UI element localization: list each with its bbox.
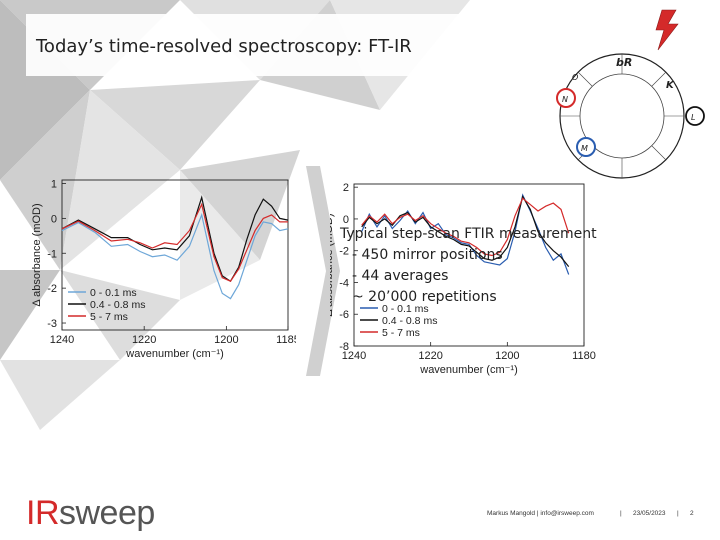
x-tick-label: 1240: [50, 334, 74, 346]
legend-entry: 0 - 0.1 ms: [382, 303, 429, 315]
x-tick-label: 1185: [276, 334, 296, 346]
y-tick-label: 0: [51, 213, 57, 225]
y-tick-label: -8: [339, 341, 349, 353]
bullet-heading: Typical step-scan FTIR measurement: [340, 226, 597, 242]
series-line: [61, 212, 289, 300]
legend-entry: 0 - 0.1 ms: [90, 287, 137, 299]
spectrum-chart-left: 1240 1220 1200 1185 1 0 -1 -2 -3 wavenumber (cm⁻¹…: [31, 178, 296, 360]
slide-title: Today’s time-resolved spectroscopy: FT-I…: [36, 36, 412, 57]
footer-author: Markus Mangold | info@irsweep.com: [487, 510, 594, 517]
series-line: [61, 195, 289, 283]
bullet-item: - 450 mirror positions: [352, 247, 503, 263]
y-tick-label: -2: [47, 283, 57, 295]
x-tick-label: 1220: [418, 350, 442, 362]
wheel-label-br: bR: [616, 56, 632, 69]
x-tick-label: 1200: [495, 350, 519, 362]
y-tick-label: 0: [343, 214, 349, 226]
spectrum-chart-right: 1240 1220 1200 1180 2 0 -2 -4 -6 -8 wavenumber (cm…: [330, 182, 596, 376]
legend-entry: 0.4 - 0.8 ms: [382, 315, 437, 327]
y-tick-label: -4: [339, 277, 349, 289]
y-axis-label: Δ absorbance (mOD): [31, 203, 43, 306]
x-tick-label: 1180: [572, 350, 596, 362]
bullet-item: ~ 20’000 repetitions: [352, 289, 497, 305]
x-tick-label: 1220: [132, 334, 156, 346]
y-tick-label: 1: [51, 178, 57, 190]
lightning-icon: [655, 9, 679, 51]
photocycle-wheel: bR K L M N O: [556, 9, 705, 179]
y-tick-label: 2: [343, 182, 349, 194]
legend-entry: 5 - 7 ms: [382, 327, 420, 339]
bullet-item: - 44 averages: [352, 268, 449, 284]
y-tick-label: -6: [339, 309, 349, 321]
y-tick-label: -2: [339, 246, 349, 258]
n-state-marker: [556, 88, 576, 108]
x-tick-label: 1200: [214, 334, 238, 346]
title-backdrop: [26, 14, 466, 76]
wheel-label-m: M: [581, 144, 588, 153]
series-line: [361, 197, 570, 257]
legend-entry: 0.4 - 0.8 ms: [90, 299, 145, 311]
legend-entry: 5 - 7 ms: [90, 311, 128, 323]
measurement-bullets: Typical step-scan FTIR measurement - 450…: [340, 224, 597, 308]
m-state-marker: [576, 137, 596, 157]
wheel-label-o: O: [572, 73, 578, 82]
footer-separator: |: [620, 510, 622, 517]
footer-date: 23/05/2023: [633, 510, 666, 517]
l-state-marker: [685, 106, 705, 126]
y-axis-label: Δ absorbance (mOD): [330, 213, 335, 316]
y-tick-label: -1: [47, 248, 57, 260]
plot-frame: [61, 179, 289, 331]
series-line: [61, 202, 288, 282]
wheel-label-l: L: [691, 113, 695, 122]
irsweep-logo: IRsweep: [26, 494, 155, 532]
wheel-label-k: K: [666, 80, 675, 91]
y-tick-label: -3: [47, 318, 57, 330]
footer-page-number: 2: [690, 510, 694, 517]
x-axis-label: wavenumber (cm⁻¹): [125, 348, 224, 360]
x-axis-label: wavenumber (cm⁻¹): [419, 364, 518, 376]
x-tick-label: 1240: [342, 350, 366, 362]
plot-frame: [353, 183, 585, 347]
wheel-label-n: N: [562, 95, 568, 104]
footer-separator: |: [677, 510, 679, 517]
arrow-right-icon: [306, 166, 340, 376]
